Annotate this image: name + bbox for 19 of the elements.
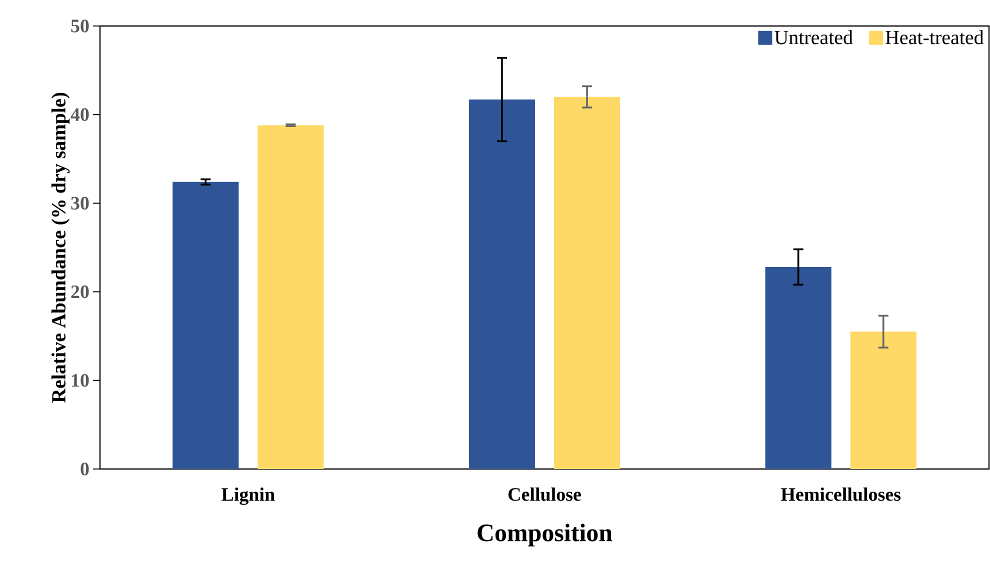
x-axis-title: Composition [478,524,612,546]
legend-label: Untreated [774,30,853,44]
x-tick-label: Hemicelluloses [781,488,901,501]
x-tick-label: Lignin [222,488,275,505]
y-tick-label: 50 [71,20,89,32]
bar [765,266,832,469]
y-tick-label: 10 [72,374,89,387]
bar [258,125,324,469]
y-tick-label: 40 [70,108,89,122]
legend-label: Heat-treated [886,30,984,44]
y-tick-label: 0 [80,462,89,476]
y-tick-label: 30 [71,196,89,210]
bar [468,100,536,469]
x-tick-label: Cellulose [508,488,581,501]
bar [554,96,620,469]
y-tick-label: 20 [71,285,89,298]
y-axis-title: Relative Abundance (% dry sample) [51,92,70,403]
bar [850,332,916,469]
bar [172,182,239,469]
